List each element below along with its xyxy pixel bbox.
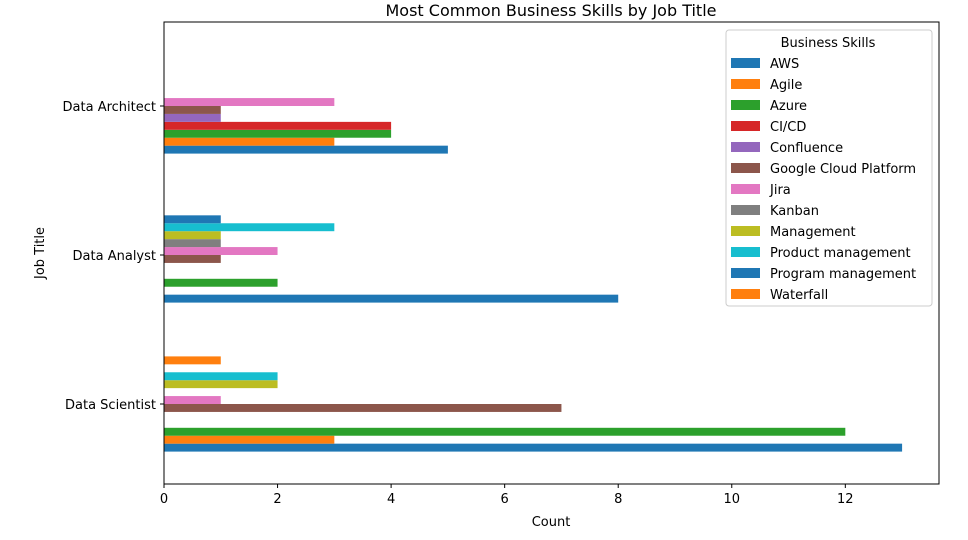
bar-management-data-scientist [164, 380, 278, 389]
legend-label: CI/CD [770, 120, 806, 135]
legend-swatch [731, 121, 760, 131]
bar-product-management-data-analyst [164, 223, 335, 232]
y-tick-label: Data Analyst [73, 249, 156, 264]
bar-aws-data-architect [164, 145, 448, 154]
legend: Business Skills AWS Agile Azure CI/CD Conflu… [725, 29, 933, 307]
chart-title: Most Common Business Skills by Job Title [385, 1, 716, 20]
bar-azure-data-analyst [164, 278, 278, 287]
legend-box [725, 29, 933, 307]
bar-aws-data-analyst [164, 294, 619, 303]
legend-label: Azure [770, 99, 807, 114]
plot-frame [163, 21, 940, 485]
x-axis: 0 2 4 6 8 10 12 [160, 484, 854, 507]
y-axis-label: Job Title [33, 227, 48, 280]
x-tick-label: 8 [614, 492, 622, 507]
legend-swatch [731, 79, 760, 89]
legend-swatch [731, 142, 760, 152]
legend-items: AWS Agile Azure CI/CD Confluence Google Cloud… [731, 57, 916, 303]
bar-confluence-data-architect [164, 113, 221, 122]
x-tick-label: 0 [160, 492, 168, 507]
legend-swatch [731, 100, 760, 110]
legend-title: Business Skills [781, 36, 876, 51]
legend-label: AWS [770, 57, 799, 72]
legend-swatch [731, 226, 760, 236]
bar-google-cloud-platform-data-scientist [164, 404, 562, 412]
bar-management-data-analyst [164, 231, 221, 240]
legend-label: Management [770, 225, 856, 240]
bar-waterfall-data-scientist [164, 356, 221, 365]
y-tick-label: Data Architect [63, 100, 156, 115]
bar-program-management-data-analyst [164, 215, 221, 224]
legend-swatch [731, 205, 760, 215]
bar-jira-data-scientist [164, 396, 221, 404]
bar-azure-data-architect [164, 129, 392, 138]
legend-label: Waterfall [770, 288, 828, 303]
legend-label: Google Cloud Platform [770, 162, 916, 177]
bar-jira-data-analyst [164, 247, 278, 255]
legend-label: Agile [770, 78, 802, 93]
legend-label: Confluence [770, 141, 843, 156]
x-tick-label: 4 [387, 492, 395, 507]
legend-swatch [731, 163, 760, 173]
legend-swatch [731, 289, 760, 299]
legend-label: Program management [770, 267, 916, 282]
x-tick-label: 12 [837, 492, 854, 507]
legend-swatch [731, 184, 760, 194]
bar-google-cloud-platform-data-architect [164, 106, 221, 114]
x-tick-label: 2 [273, 492, 281, 507]
bar-agile-data-scientist [164, 435, 335, 444]
x-axis-label: Count [532, 515, 571, 530]
bar-kanban-data-analyst [164, 239, 221, 248]
bar-aws-data-scientist [164, 443, 903, 452]
x-tick-label: 10 [723, 492, 740, 507]
legend-label: Product management [770, 246, 911, 261]
x-tick-label: 6 [501, 492, 509, 507]
y-tick-label: Data Scientist [65, 398, 156, 413]
bar-product-management-data-scientist [164, 372, 278, 381]
legend-swatch [731, 268, 760, 278]
bar-azure-data-scientist [164, 427, 846, 436]
legend-swatch [731, 247, 760, 257]
bar-jira-data-architect [164, 98, 335, 106]
bar-agile-data-architect [164, 137, 335, 146]
legend-swatch [731, 58, 760, 68]
y-axis: Data Architect Data Analyst Data Scientist [63, 100, 164, 413]
bar-ci-cd-data-architect [164, 121, 392, 130]
bar-google-cloud-platform-data-analyst [164, 255, 221, 263]
bars-group [164, 98, 903, 452]
legend-label: Jira [769, 183, 791, 198]
legend-label: Kanban [770, 204, 819, 219]
